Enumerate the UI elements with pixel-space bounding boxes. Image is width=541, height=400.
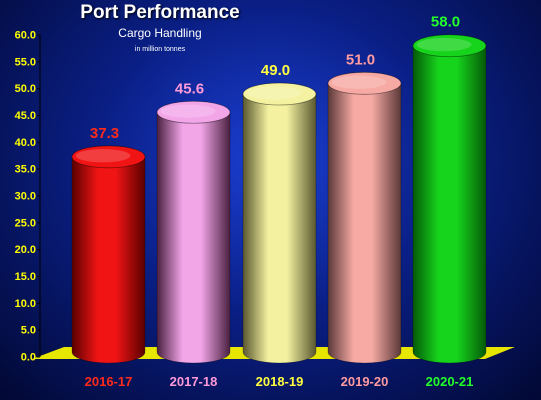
bar-2020-21 [412, 34, 487, 364]
bar-value-label: 37.3 [90, 125, 119, 142]
y-tick-label: 30.0 [15, 191, 36, 203]
x-category-label: 2020-21 [426, 374, 474, 389]
bar-cap-highlight [160, 104, 216, 118]
bar-2016-17 [71, 145, 146, 364]
x-category-label: 2018-19 [256, 374, 304, 389]
y-tick-label: 40.0 [15, 137, 36, 149]
x-category-label: 2017-18 [170, 374, 218, 389]
y-tick-label: 45.0 [15, 110, 36, 122]
bar-value-label: 58.0 [431, 14, 460, 31]
x-category-label: 2016-17 [85, 374, 133, 389]
y-tick-label: 60.0 [15, 30, 36, 42]
bar-value-label: 49.0 [261, 62, 290, 79]
y-tick-label: 35.0 [15, 164, 36, 176]
bar-body [156, 111, 231, 364]
bar-cap-highlight [416, 38, 472, 52]
bar-body [242, 93, 317, 364]
y-tick-label: 15.0 [15, 271, 36, 283]
bar-top-cap [242, 82, 317, 106]
bar-top-cap [412, 34, 487, 58]
chart-subtitle: Cargo Handling [118, 26, 202, 40]
bar-top-cap [71, 145, 146, 169]
y-tick-label: 55.0 [15, 56, 36, 68]
bar-cap-highlight [331, 75, 387, 89]
y-tick-label: 0.0 [21, 352, 36, 364]
y-tick-label: 5.0 [21, 325, 36, 337]
unit-note: in million tonnes [134, 46, 186, 53]
bar-body [71, 156, 146, 364]
bar-cap-highlight [246, 86, 302, 100]
bar-value-label: 45.6 [175, 80, 204, 97]
chart-title: Port Performance [80, 2, 240, 23]
bar-body [327, 83, 402, 364]
y-tick-label: 20.0 [15, 244, 36, 256]
x-category-label: 2019-20 [341, 374, 389, 389]
bar-value-label: 51.0 [346, 51, 375, 68]
bar-top-cap [156, 100, 231, 124]
y-tick-label: 25.0 [15, 217, 36, 229]
bar-2019-20 [327, 71, 402, 364]
bar-2017-18 [156, 100, 231, 364]
bar-2018-19 [242, 82, 317, 364]
bar-body [412, 45, 487, 364]
y-tick-label: 10.0 [15, 298, 36, 310]
y-tick-label: 50.0 [15, 83, 36, 95]
bar-top-cap [327, 71, 402, 95]
bar-cap-highlight [75, 149, 131, 163]
